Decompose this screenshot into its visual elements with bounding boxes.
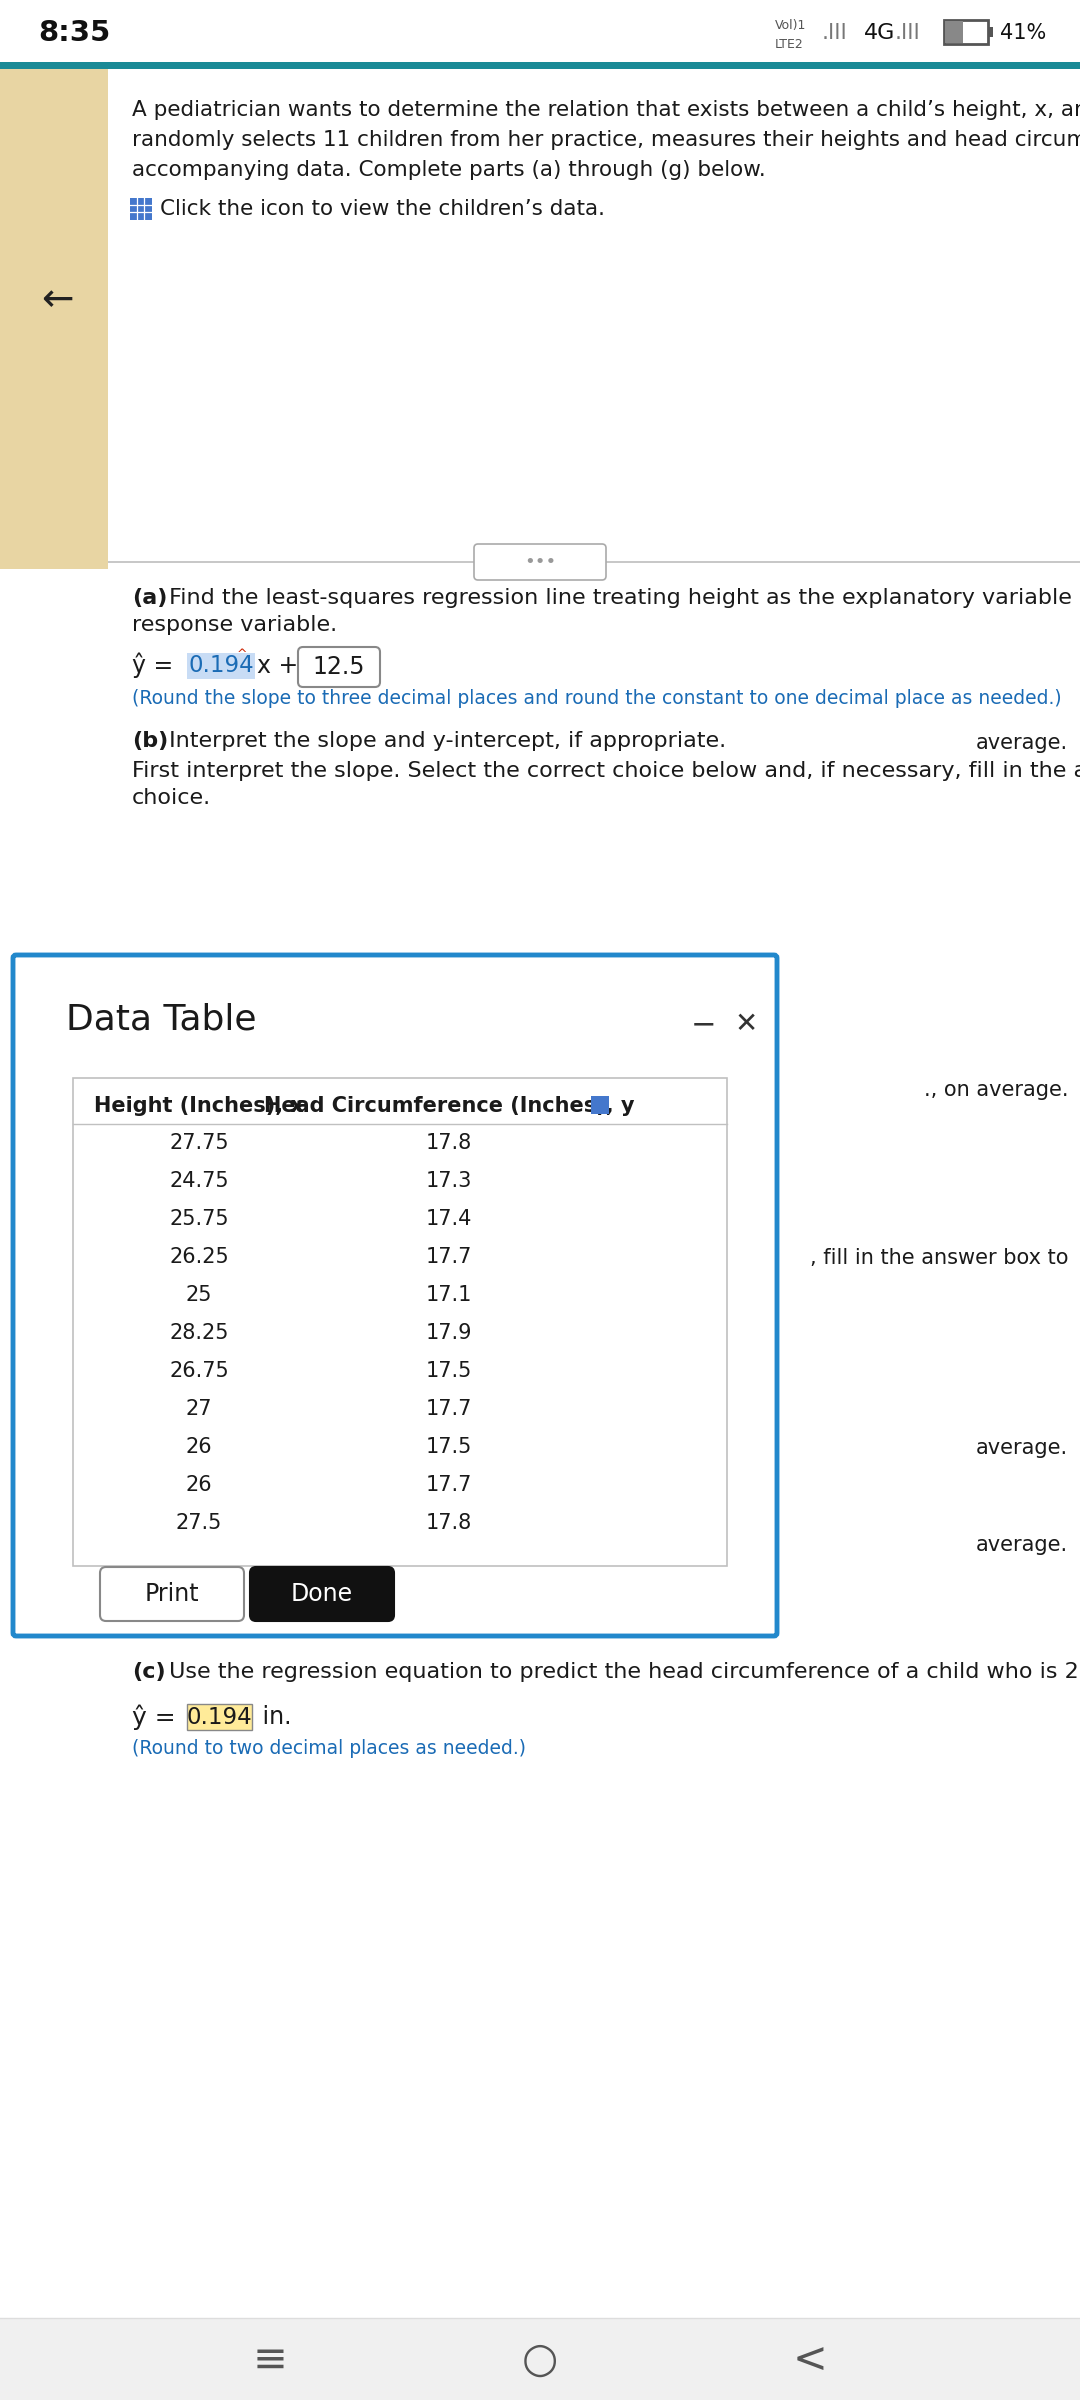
Text: 17.7: 17.7 (426, 1399, 472, 1418)
Text: Data Table: Data Table (66, 1003, 257, 1037)
Text: average.: average. (976, 732, 1068, 754)
Bar (988, 26, 993, 36)
Text: 41%: 41% (1000, 24, 1047, 43)
Text: Click the icon to view the children’s data.: Click the icon to view the children’s da… (160, 199, 605, 218)
Text: First interpret the slope. Select the correct choice below and, if necessary, fi: First interpret the slope. Select the co… (132, 761, 1080, 780)
Text: 17.1: 17.1 (426, 1284, 472, 1306)
Bar (108, 70, 1080, 569)
Bar (0, 2318, 1080, 2400)
Text: <: < (793, 2340, 827, 2381)
Text: 17.9: 17.9 (426, 1322, 472, 1344)
Text: 28.25: 28.25 (170, 1322, 229, 1344)
FancyBboxPatch shape (298, 648, 380, 686)
Bar (187, 1704, 252, 1730)
Text: ✕: ✕ (734, 1010, 758, 1037)
Text: A pediatrician wants to determine the relation that exists between a child’s hei: A pediatrician wants to determine the re… (132, 101, 1080, 120)
Text: .lll: .lll (822, 24, 848, 43)
Text: 27.5: 27.5 (176, 1512, 222, 1534)
Text: 27.75: 27.75 (170, 1133, 229, 1152)
Text: ○: ○ (522, 2340, 558, 2381)
Text: 17.3: 17.3 (426, 1171, 472, 1190)
Text: 26: 26 (186, 1438, 213, 1457)
Bar (0, 62, 1080, 70)
Text: x +: x + (257, 653, 306, 677)
Text: .lll: .lll (895, 24, 921, 43)
Text: 17.5: 17.5 (426, 1438, 472, 1457)
Text: Height (Inches), x: Height (Inches), x (94, 1097, 303, 1116)
Text: Find the least-squares regression line treating height as the explanatory variab: Find the least-squares regression line t… (162, 588, 1080, 607)
Text: response variable.: response variable. (132, 614, 337, 636)
Text: 17.4: 17.4 (426, 1210, 472, 1229)
Text: (c): (c) (132, 1661, 165, 1682)
Text: ≡: ≡ (253, 2340, 287, 2381)
Text: 27: 27 (186, 1399, 213, 1418)
Bar (187, 653, 255, 679)
Text: Print: Print (145, 1582, 200, 1606)
Text: 8:35: 8:35 (38, 19, 110, 48)
Text: 26.25: 26.25 (170, 1248, 229, 1267)
Text: (Round to two decimal places as needed.): (Round to two decimal places as needed.) (132, 1740, 526, 1757)
Text: ^: ^ (237, 648, 247, 660)
Bar (944, 19, 988, 43)
Text: •••: ••• (524, 552, 556, 571)
Text: 25.75: 25.75 (170, 1210, 229, 1229)
Text: (a): (a) (132, 588, 167, 607)
Bar (73, 1078, 727, 1565)
Text: 0.194: 0.194 (186, 1706, 252, 1728)
Text: choice.: choice. (132, 787, 211, 809)
Text: ŷ =: ŷ = (132, 653, 173, 679)
Text: accompanying data. Complete parts (a) through (g) below.: accompanying data. Complete parts (a) th… (132, 161, 766, 180)
Text: in.: in. (255, 1704, 292, 1728)
Text: 17.8: 17.8 (426, 1512, 472, 1534)
Text: (b): (b) (132, 732, 168, 751)
Bar (0, 70, 108, 569)
Text: 26: 26 (186, 1476, 213, 1495)
FancyBboxPatch shape (100, 1567, 244, 1620)
Text: , fill in the answer box to: , fill in the answer box to (810, 1248, 1068, 1267)
Text: 17.5: 17.5 (426, 1361, 472, 1380)
Text: 0.194: 0.194 (189, 653, 255, 677)
Text: 4G: 4G (864, 24, 895, 43)
Text: Interpret the slope and y-intercept, if appropriate.: Interpret the slope and y-intercept, if … (162, 732, 726, 751)
Bar (0, 0, 1080, 62)
Text: ←: ← (41, 281, 73, 319)
Text: 17.7: 17.7 (426, 1476, 472, 1495)
Text: average.: average. (976, 1536, 1068, 1555)
Bar (187, 1704, 252, 1730)
FancyBboxPatch shape (474, 545, 606, 581)
Text: 12.5: 12.5 (313, 655, 365, 679)
Text: Head Circumference (Inches), y: Head Circumference (Inches), y (264, 1097, 634, 1116)
Text: Use the regression equation to predict the head circumference of a child who is : Use the regression equation to predict t… (162, 1661, 1080, 1682)
Text: randomly selects 11 children from her practice, measures their heights and head : randomly selects 11 children from her pr… (132, 130, 1080, 149)
FancyBboxPatch shape (13, 955, 777, 1637)
Text: average.: average. (976, 1438, 1068, 1457)
Text: 25: 25 (186, 1284, 213, 1306)
Text: Vol)1: Vol)1 (775, 19, 807, 34)
Bar (945, 22, 963, 43)
Text: ŷ =: ŷ = (132, 1704, 184, 1730)
Text: Done: Done (291, 1582, 353, 1606)
Text: 24.75: 24.75 (170, 1171, 229, 1190)
Text: LTE2: LTE2 (775, 38, 804, 50)
Text: 17.8: 17.8 (426, 1133, 472, 1152)
Bar (130, 197, 152, 221)
FancyBboxPatch shape (249, 1567, 394, 1620)
Bar (591, 1097, 609, 1114)
Text: −: − (691, 1010, 717, 1039)
Text: ., on average.: ., on average. (923, 1080, 1068, 1099)
Text: 26.75: 26.75 (170, 1361, 229, 1380)
Text: (Round the slope to three decimal places and round the constant to one decimal p: (Round the slope to three decimal places… (132, 689, 1062, 708)
Text: 17.7: 17.7 (426, 1248, 472, 1267)
